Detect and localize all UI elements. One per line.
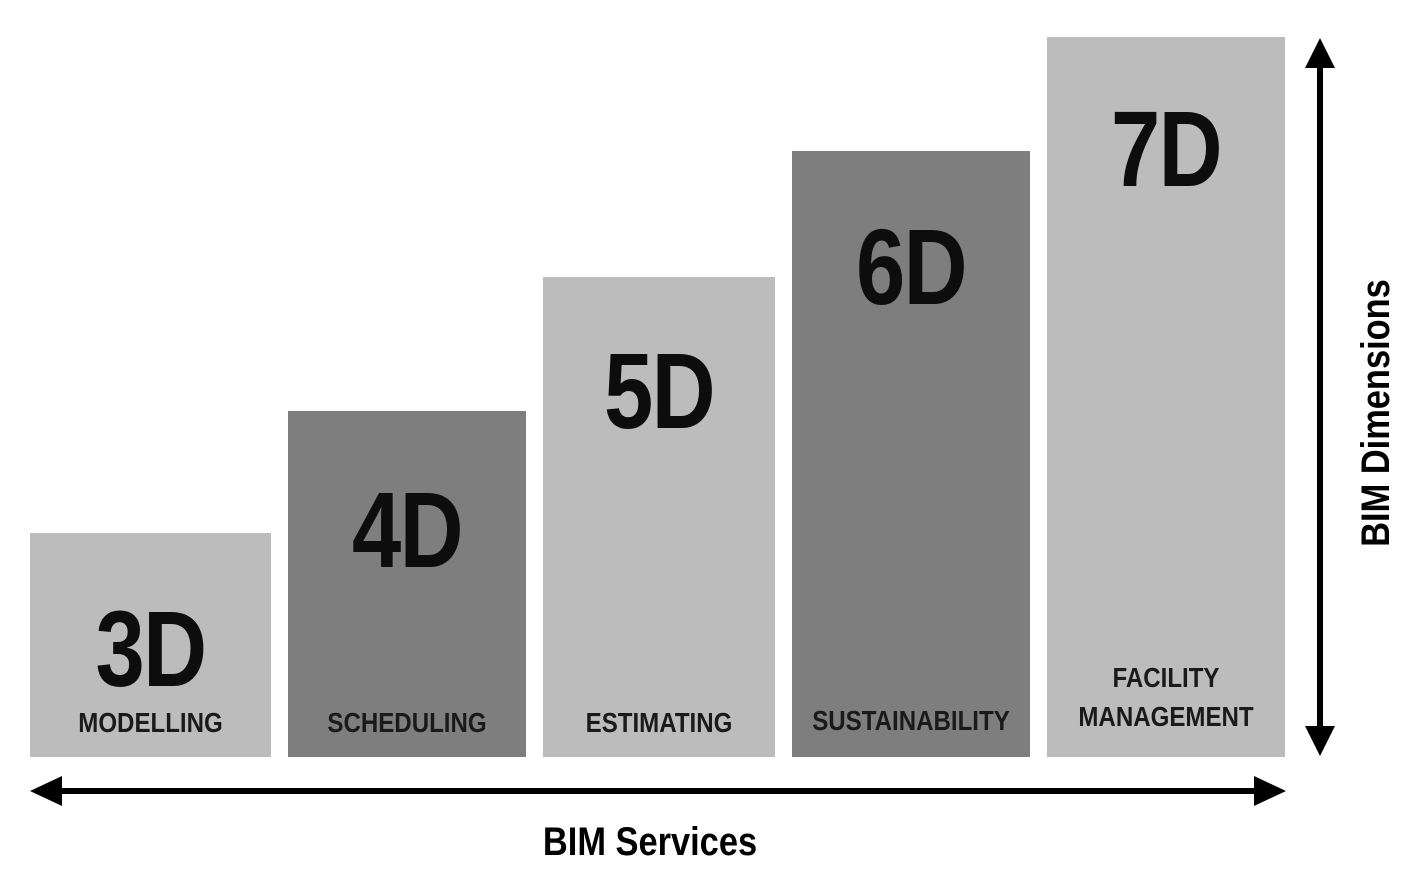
block-7d-label-line-1: FACILITY (1112, 662, 1220, 693)
block-4d-label-line: SCHEDULING (327, 707, 487, 738)
block-3d-number: 3D (95, 588, 208, 709)
block-4d-label: SCHEDULING (305, 703, 510, 742)
block-3d: 3D MODELLING (30, 533, 271, 757)
x-axis-arrow (30, 776, 1286, 806)
block-6d: 6D SUSTAINABILITY (792, 151, 1030, 757)
y-axis-arrow (1305, 38, 1335, 756)
block-3d-label-line: MODELLING (78, 707, 223, 738)
block-5d-label: ESTIMATING (559, 703, 759, 742)
block-5d-label-line: ESTIMATING (585, 707, 733, 738)
block-5d-number: 5D (604, 330, 716, 451)
block-6d-number: 6D (856, 206, 968, 327)
block-7d: 7D FACILITY MANAGEMENT (1047, 37, 1285, 757)
block-4d: 4D SCHEDULING (288, 411, 526, 757)
y-axis-title: BIM Dimensions (1354, 279, 1398, 547)
block-4d-number: 4D (352, 469, 464, 590)
x-axis-title: BIM Services (542, 820, 758, 864)
block-3d-label: MODELLING (47, 703, 254, 742)
block-7d-label-line-2: MANAGEMENT (1078, 701, 1254, 732)
block-6d-label-line: SUSTAINABILITY (812, 705, 1010, 736)
block-5d: 5D ESTIMATING (543, 277, 775, 757)
block-7d-label: FACILITY MANAGEMENT (1064, 658, 1269, 736)
block-7d-number: 7D (1111, 88, 1223, 209)
block-6d-label: SUSTAINABILITY (809, 701, 1014, 740)
